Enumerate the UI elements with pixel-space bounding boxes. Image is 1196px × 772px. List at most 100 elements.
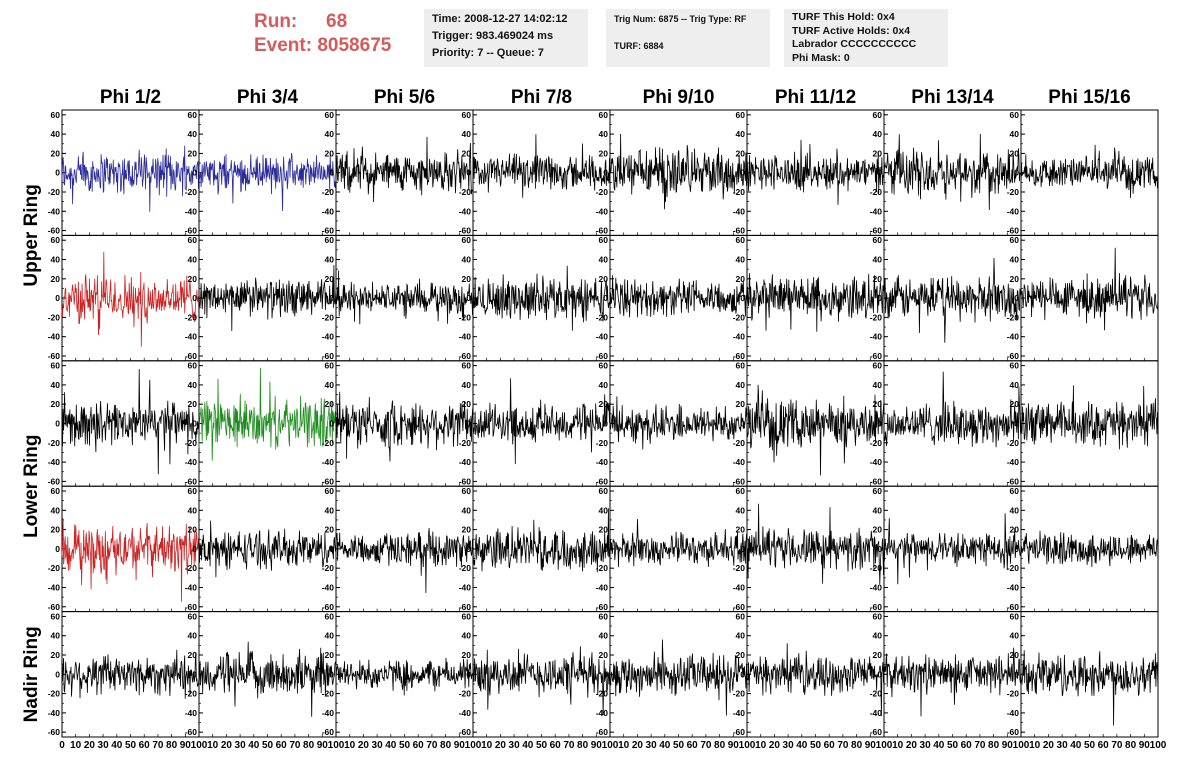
y-tick-label: -60	[185, 476, 198, 486]
x-tick-label: 10	[70, 740, 82, 751]
y-tick-label: 40	[188, 380, 198, 390]
x-tick-label: 60	[413, 740, 425, 751]
x-tick-label: 70	[1111, 740, 1123, 751]
trigger-text: Trigger: 983.469024 ms	[432, 30, 554, 42]
y-tick-label: 40	[188, 255, 198, 265]
x-tick-label: 20	[1043, 740, 1055, 751]
y-tick-label: 20	[599, 650, 609, 660]
y-tick-label: 40	[462, 129, 472, 139]
y-tick-label: -60	[870, 602, 883, 612]
y-tick-label: -20	[596, 438, 609, 448]
x-tick-label: 10	[481, 740, 493, 751]
y-tick-label: -40	[48, 457, 61, 467]
x-tick-label: 60	[139, 740, 151, 751]
y-tick-label: 0	[55, 669, 60, 679]
y-tick-label: 40	[1010, 380, 1020, 390]
y-tick-label: -20	[870, 312, 883, 322]
y-tick-label: 0	[466, 293, 471, 303]
y-tick-label: 0	[603, 669, 608, 679]
y-tick-label: -40	[185, 206, 198, 216]
y-tick-label: -40	[733, 582, 746, 592]
y-tick-label: 40	[599, 129, 609, 139]
y-tick-label: 20	[873, 525, 883, 535]
y-tick-label: 60	[736, 611, 746, 621]
y-tick-label: 20	[599, 148, 609, 158]
y-tick-label: -20	[870, 689, 883, 699]
x-tick-label: 70	[289, 740, 301, 751]
y-tick-label: -40	[322, 457, 335, 467]
y-tick-label: 0	[55, 168, 60, 178]
x-tick-label: 20	[358, 740, 370, 751]
x-tick-label: 90	[180, 740, 192, 751]
x-tick-label: 50	[262, 740, 274, 751]
y-tick-label: 60	[599, 611, 609, 621]
x-tick-label: 20	[769, 740, 781, 751]
y-tick-label: -20	[48, 689, 61, 699]
x-tick-label: 80	[851, 740, 863, 751]
y-tick-label: 60	[736, 486, 746, 496]
x-tick-label: 40	[248, 740, 260, 751]
waveform-trace	[609, 275, 748, 318]
y-tick-label: 20	[599, 399, 609, 409]
y-tick-label: 60	[1010, 235, 1020, 245]
x-tick-label: 90	[591, 740, 603, 751]
waveform-trace	[746, 503, 885, 585]
x-tick-label: 20	[84, 740, 96, 751]
y-tick-label: -60	[870, 476, 883, 486]
x-tick-label: 70	[426, 740, 438, 751]
y-tick-label: 20	[325, 274, 335, 284]
y-tick-label: 0	[55, 293, 60, 303]
y-tick-label: 60	[188, 361, 198, 371]
x-tick-label: 60	[550, 740, 562, 751]
y-tick-label: 20	[1010, 525, 1020, 535]
x-tick-label: 100	[465, 740, 482, 751]
y-tick-label: -40	[322, 332, 335, 342]
y-tick-label: -60	[596, 351, 609, 361]
y-tick-label: -40	[1007, 708, 1020, 718]
y-tick-label: -40	[322, 708, 335, 718]
y-tick-label: 40	[873, 255, 883, 265]
waveform-trace	[198, 641, 337, 717]
x-tick-label: 80	[303, 740, 315, 751]
y-tick-label: -60	[733, 351, 746, 361]
y-tick-label: 20	[51, 274, 61, 284]
column-header: Phi 9/10	[643, 87, 715, 108]
x-tick-label: 50	[947, 740, 959, 751]
x-tick-label: 70	[974, 740, 986, 751]
run-row: Run: 68	[254, 10, 391, 34]
y-tick-label: 20	[188, 399, 198, 409]
y-tick-label: 60	[188, 486, 198, 496]
y-tick-label: 40	[51, 505, 61, 515]
y-tick-label: -60	[459, 727, 472, 737]
y-tick-label: -20	[185, 563, 198, 573]
x-tick-label: 30	[372, 740, 384, 751]
y-tick-label: -20	[1007, 563, 1020, 573]
y-tick-label: 20	[188, 650, 198, 660]
y-tick-label: 40	[736, 380, 746, 390]
ring-label: Upper Ring	[21, 184, 42, 286]
event-row: Event: 8058675	[254, 34, 391, 58]
y-tick-label: 60	[873, 361, 883, 371]
y-tick-label: 20	[1010, 399, 1020, 409]
y-tick-label: -60	[48, 226, 61, 236]
y-tick-label: 20	[873, 399, 883, 409]
y-tick-label: -40	[185, 582, 198, 592]
waveform-trace	[61, 518, 200, 602]
y-tick-label: -20	[48, 563, 61, 573]
time-text: Time: 2008-12-27 14:02:12	[432, 13, 568, 25]
turf-active-text: TURF Active Holds: 0x4	[792, 24, 911, 37]
y-tick-label: -20	[870, 187, 883, 197]
y-tick-label: 40	[51, 255, 61, 265]
x-tick-label: 100	[602, 740, 619, 751]
y-tick-label: -60	[48, 351, 61, 361]
waveform-trace	[1020, 385, 1159, 450]
y-tick-label: 60	[188, 235, 198, 245]
column-header: Phi 1/2	[100, 87, 161, 108]
y-tick-label: 60	[462, 361, 472, 371]
waveform-trace	[1020, 530, 1159, 568]
y-tick-label: 0	[192, 293, 197, 303]
waveform-trace	[746, 273, 885, 332]
y-tick-label: -40	[48, 708, 61, 718]
y-tick-label: -20	[459, 312, 472, 322]
y-tick-label: 0	[55, 544, 60, 554]
